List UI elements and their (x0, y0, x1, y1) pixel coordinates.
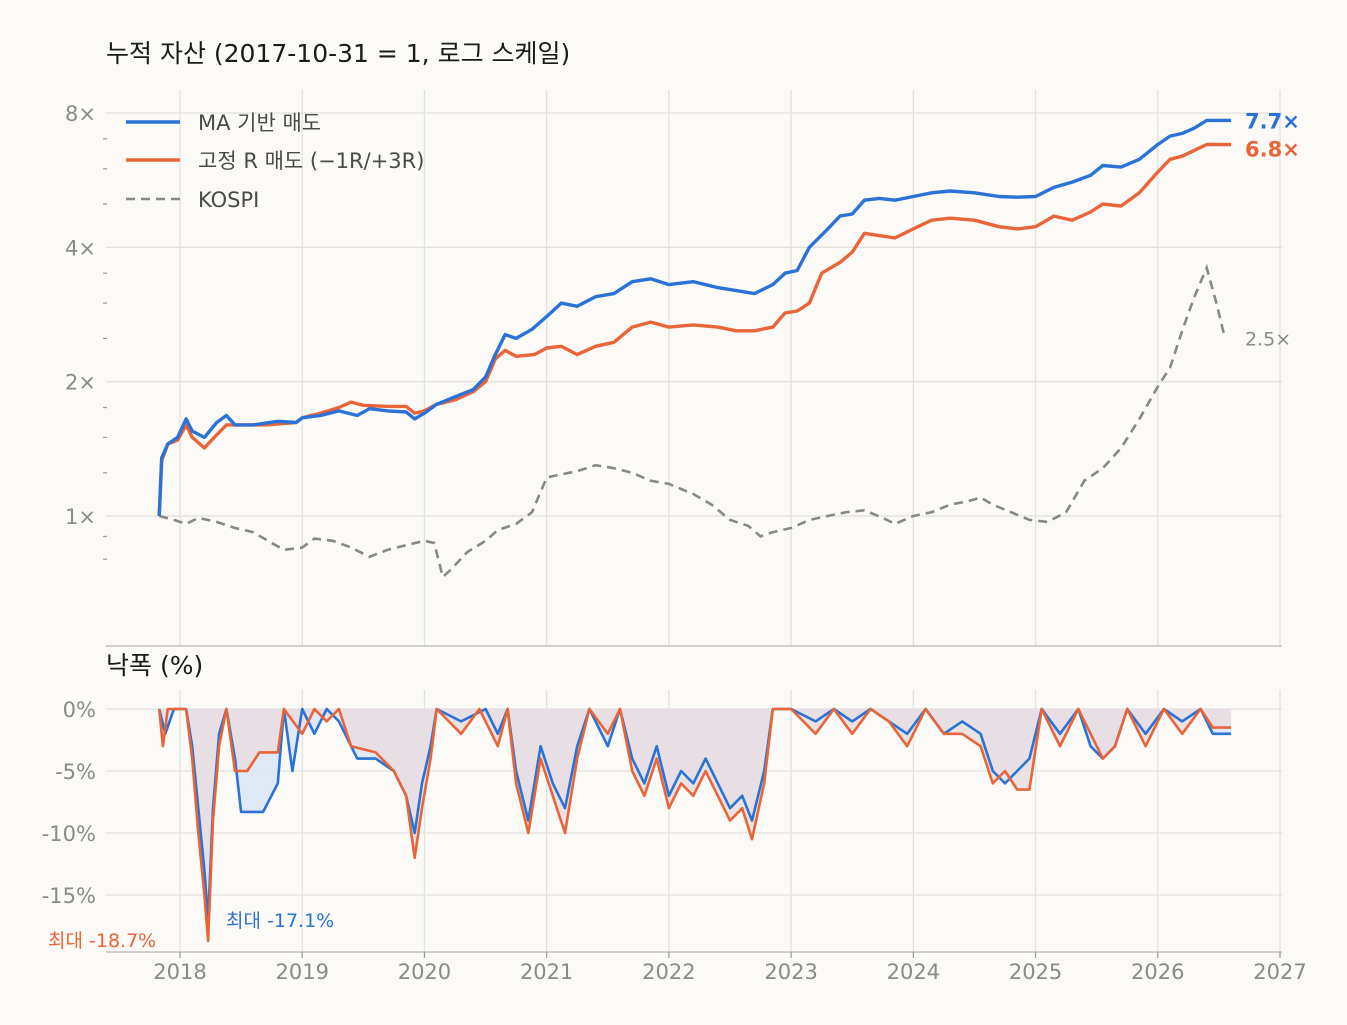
fixed-r-end-label: 6.8× (1245, 137, 1300, 161)
x-tick-label: 2018 (153, 960, 206, 984)
x-tick-label: 2021 (520, 960, 573, 984)
ma-max-drawdown-annotation: 최대 -17.1% (226, 910, 334, 932)
x-tick-label: 2019 (275, 960, 328, 984)
y-tick-label: 2× (65, 371, 96, 395)
dd-y-tick-label: 0% (63, 698, 96, 722)
drawdown-chart-title: 낙폭 (%) (106, 651, 203, 680)
legend-label-fixed-r: 고정 R 매도 (−1R/+3R) (198, 149, 424, 173)
y-tick-label: 8× (65, 102, 96, 126)
legend-label-ma: MA 기반 매도 (198, 111, 321, 135)
fixed-r-series-line (157, 142, 1232, 517)
dd-y-tick-label: -10% (42, 822, 96, 846)
fixed-r-drawdown-line (157, 707, 1232, 943)
equity-chart-title: 누적 자산 (2017-10-31 = 1, 로그 스케일) (106, 39, 570, 68)
dd-y-tick-label: -15% (42, 884, 96, 908)
legend: MA 기반 매도 고정 R 매도 (−1R/+3R) KOSPI (126, 111, 424, 212)
x-tick-label: 2024 (887, 960, 940, 984)
legend-label-kospi: KOSPI (198, 188, 259, 212)
x-tick-label: 2023 (764, 960, 817, 984)
y-tick-label: 4× (65, 236, 96, 260)
x-tick-label: 2022 (642, 960, 695, 984)
kospi-end-label: 2.5× (1245, 328, 1291, 350)
equity-chart-y-axis: 1× 2× 4× 8× (65, 102, 107, 560)
x-tick-label: 2026 (1131, 960, 1184, 984)
ma-series-line (157, 118, 1232, 517)
kospi-series-line (158, 263, 1227, 580)
x-tick-label: 2027 (1253, 960, 1306, 984)
fixed-r-max-drawdown-annotation: 최대 -18.7% (48, 930, 156, 952)
x-tick-label: 2025 (1009, 960, 1062, 984)
equity-chart-grid (106, 90, 1282, 647)
x-axis: 2018 2019 2020 2021 2022 2023 2024 2025 2026 2027 (153, 952, 1307, 984)
fixed-r-drawdown-fill (159, 709, 1232, 941)
drawdown-chart-y-axis: 0% -5% -10% -15% (42, 698, 96, 908)
ma-end-label: 7.7× (1245, 109, 1300, 133)
y-tick-label: 1× (65, 505, 96, 529)
x-tick-label: 2020 (398, 960, 451, 984)
dd-y-tick-label: -5% (55, 760, 96, 784)
